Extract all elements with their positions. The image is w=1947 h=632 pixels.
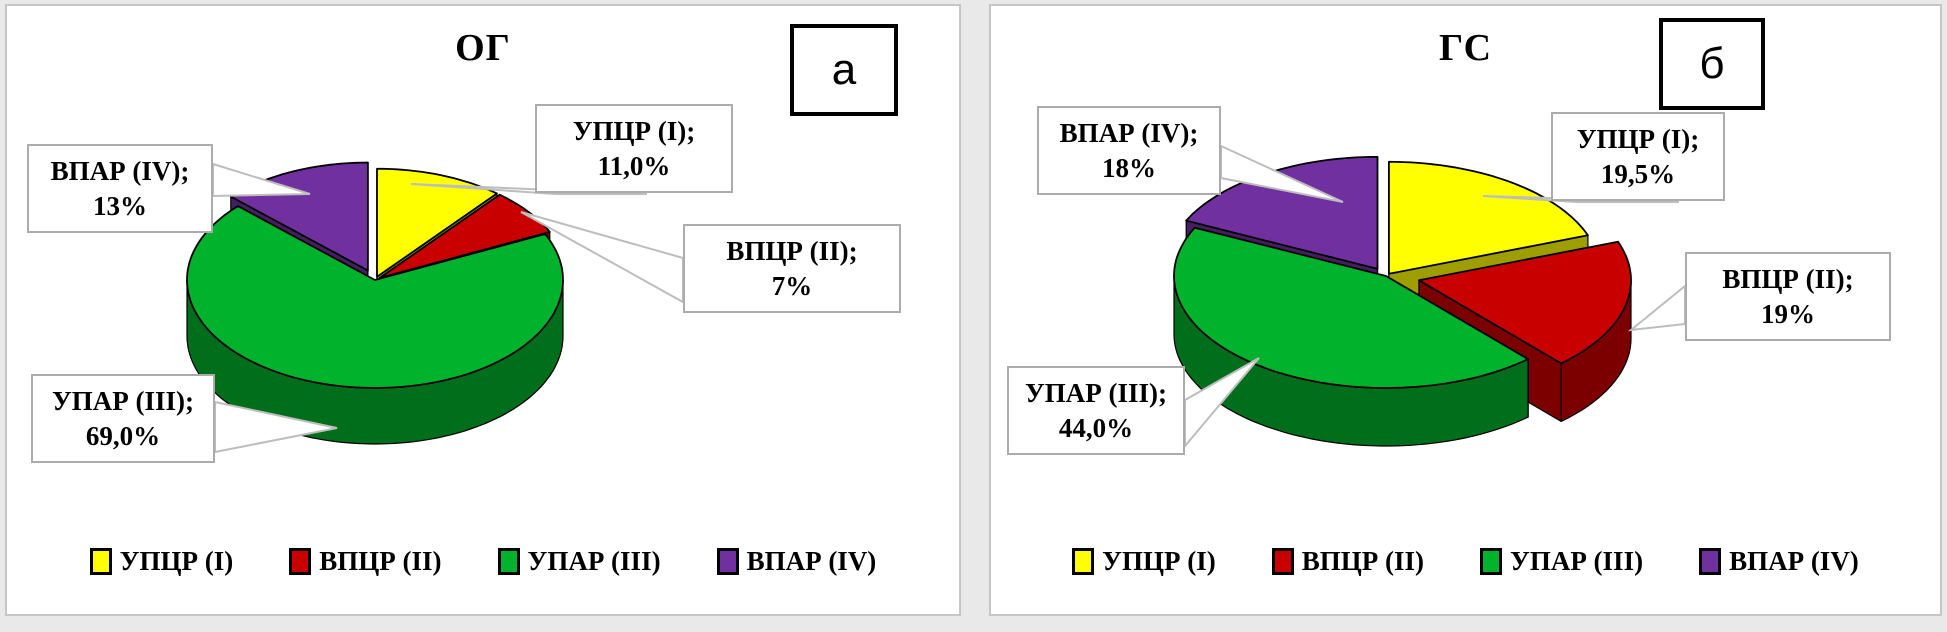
- legend-item-vpcr: ВПЦР (II): [289, 546, 442, 577]
- legend-swatch-yellow: [89, 548, 112, 575]
- data-label-callout-upar: УПАР (III); 44,0%: [1007, 366, 1185, 456]
- data-label-callout-vpar: ВПАР (IV); 13%: [27, 144, 213, 234]
- legend-swatch-red: [1271, 548, 1294, 575]
- data-label-callout-vpar: ВПАР (IV); 18%: [1037, 106, 1221, 196]
- callout-value: 19%: [1761, 298, 1815, 329]
- callout-value: 11,0%: [597, 150, 671, 181]
- chart-panel-gs: ГС б УПЦР (I); 19,5% ВПЦР (II); 19% УПАР…: [989, 4, 1942, 616]
- callout-series-name: ВПАР (IV);: [1059, 118, 1199, 148]
- legend-label: УПЦР (I): [119, 546, 234, 576]
- callout-series-name: ВПАР (IV);: [50, 156, 190, 186]
- callout-series-name: ВПЦР (II);: [1722, 264, 1854, 294]
- legend-item-upcr: УПЦР (I): [89, 546, 234, 577]
- legend-label: ВПАР (IV): [1729, 546, 1859, 576]
- data-label-callout-vpcr: ВПЦР (II); 7%: [683, 224, 901, 314]
- data-label-callout-upar: УПАР (III); 69,0%: [31, 374, 215, 464]
- legend-item-vpcr: ВПЦР (II): [1271, 546, 1424, 577]
- callout-value: 18%: [1102, 152, 1156, 183]
- chart-title-og: ОГ: [455, 27, 511, 69]
- legend-item-vpar: ВПАР (IV): [716, 546, 877, 577]
- callout-series-name: УПЦР (I);: [572, 116, 696, 146]
- chart-title-gs: ГС: [1438, 27, 1493, 69]
- callout-series-name: ВПЦР (II);: [726, 236, 858, 266]
- legend-label: УПЦР (I): [1102, 546, 1216, 576]
- legend-item-upcr: УПЦР (I): [1072, 546, 1216, 577]
- legend-swatch-purple: [1699, 548, 1722, 575]
- data-label-callout-upcr: УПЦР (I); 11,0%: [535, 104, 733, 194]
- legend-label: ВПАР (IV): [746, 546, 877, 576]
- data-label-callout-upcr: УПЦР (I); 19,5%: [1551, 112, 1725, 202]
- callout-value: 69,0%: [85, 420, 161, 451]
- legend-label: ВПЦР (II): [1301, 546, 1424, 576]
- figure-letter-box-b: б: [1659, 18, 1765, 110]
- legend: УПЦР (I) ВПЦР (II) УПАР (III) ВПАР (IV): [7, 546, 959, 577]
- figure-letter: б: [1699, 39, 1725, 88]
- legend-swatch-red: [289, 548, 312, 575]
- legend: УПЦР (I) ВПЦР (II) УПАР (III) ВПАР (IV): [991, 546, 1940, 577]
- callout-series-name: УПЦР (I);: [1576, 124, 1700, 154]
- callout-series-name: УПАР (III);: [51, 386, 195, 416]
- figure-letter: а: [831, 45, 857, 94]
- legend-item-upar: УПАР (III): [497, 546, 661, 577]
- callout-series-name: УПАР (III);: [1024, 378, 1168, 408]
- pie-chart-og: [186, 161, 684, 454]
- pie-chart-gs: [1173, 144, 1686, 449]
- callout-value: 7%: [771, 270, 813, 301]
- callout-value: 44,0%: [1058, 412, 1134, 443]
- figure-letter-box-a: а: [790, 24, 898, 116]
- legend-item-vpar: ВПАР (IV): [1699, 546, 1859, 577]
- callout-value: 13%: [93, 190, 147, 221]
- legend-label: ВПЦР (II): [319, 546, 442, 576]
- chart-panel-og: ОГ а УПЦР (I); 11,0% ВПЦР (II); 7% УПАР …: [5, 4, 961, 616]
- callout-value: 19,5%: [1600, 158, 1676, 189]
- legend-label: УПАР (III): [1510, 546, 1644, 576]
- legend-label: УПАР (III): [527, 546, 661, 576]
- legend-swatch-yellow: [1072, 548, 1095, 575]
- legend-swatch-green: [1480, 548, 1502, 575]
- legend-swatch-green: [497, 548, 520, 575]
- legend-swatch-purple: [716, 548, 739, 575]
- data-label-callout-vpcr: ВПЦР (II); 19%: [1685, 252, 1891, 342]
- legend-item-upar: УПАР (III): [1480, 546, 1643, 577]
